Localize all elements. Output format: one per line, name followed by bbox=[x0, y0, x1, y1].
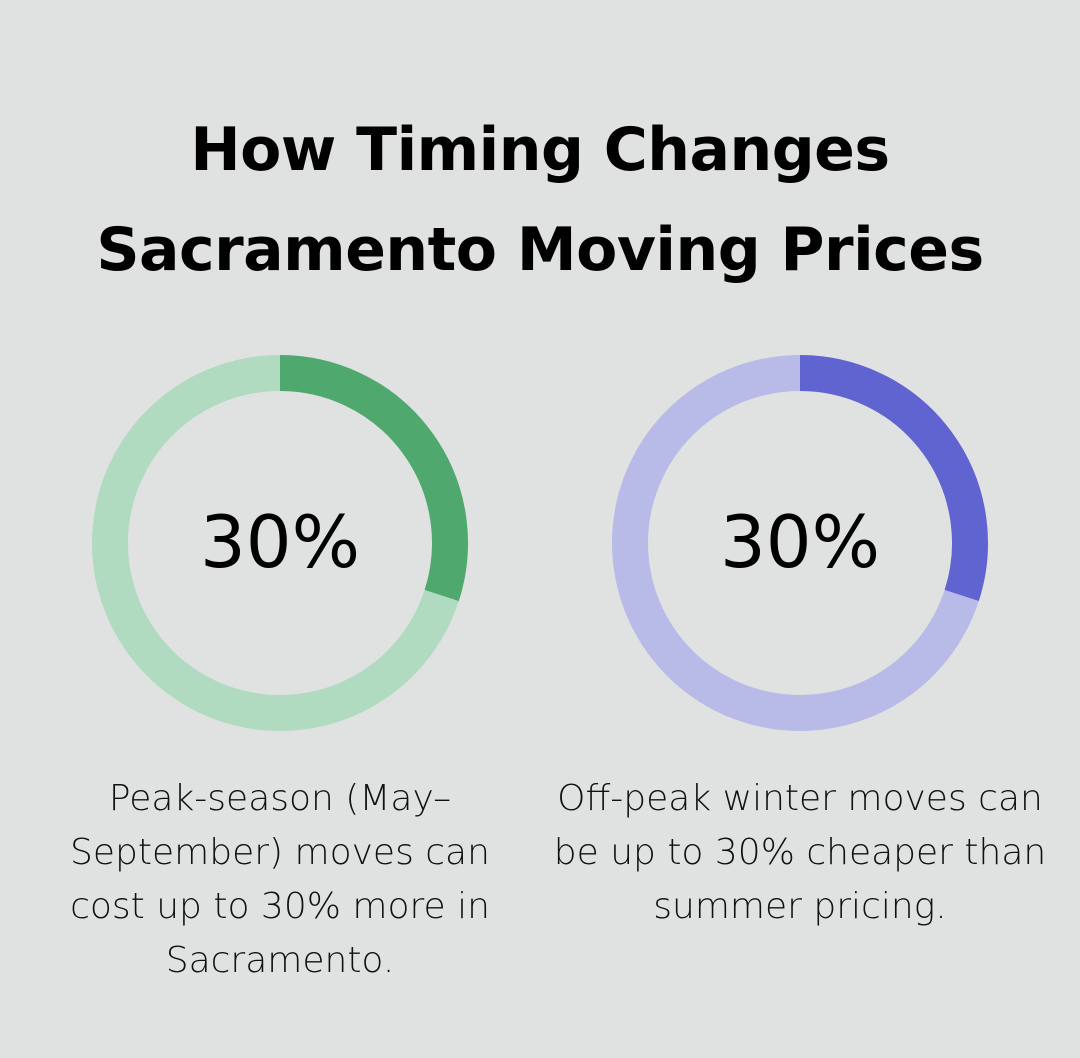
page-title: How Timing Changes Sacramento Moving Pri… bbox=[0, 100, 1080, 300]
donut-chart bbox=[612, 355, 988, 731]
donut-caption: Peak-season (May–September) moves can co… bbox=[70, 778, 490, 981]
donut-chart bbox=[92, 355, 468, 731]
donut-center-label: 30% bbox=[199, 500, 361, 584]
title-line-1: How Timing Changes bbox=[190, 115, 890, 185]
donut-remainder-segment bbox=[92, 355, 459, 731]
donut-value-segment bbox=[799, 355, 988, 602]
title-line-2: Sacramento Moving Prices bbox=[96, 215, 984, 285]
donut-value-segment bbox=[279, 355, 468, 602]
donut-center-label: 30% bbox=[719, 500, 881, 584]
donut-remainder-segment bbox=[612, 355, 979, 731]
donut-caption: Off-peak winter moves can be up to 30% c… bbox=[553, 778, 1047, 927]
